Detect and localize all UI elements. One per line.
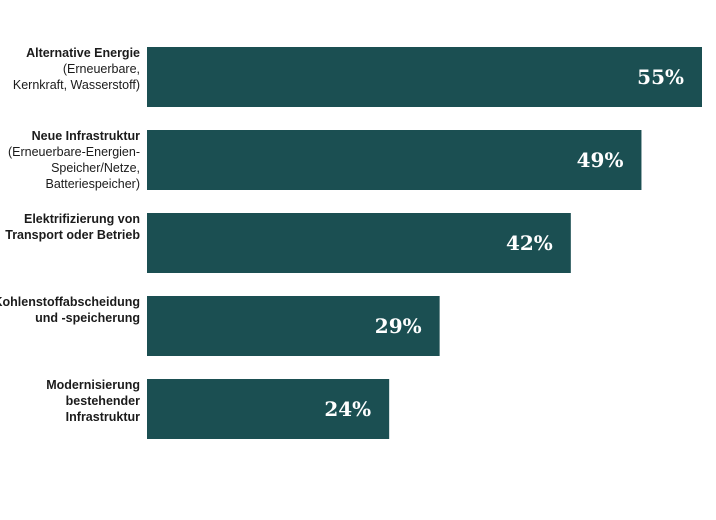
category-label-line: Transport oder Betrieb: [5, 228, 140, 242]
category-label-line: Batteriespeicher): [46, 177, 141, 191]
category-label-line: Speicher/Netze,: [51, 161, 140, 175]
category-label-line: Alternative Energie: [26, 46, 140, 60]
bar-value-label: 55%: [637, 65, 684, 89]
category-label-line: Neue Infrastruktur: [32, 129, 140, 143]
category-label-line: Elektrifizierung von: [24, 212, 140, 226]
bar: [147, 47, 702, 107]
category-label-line: Kernkraft, Wasserstoff): [13, 78, 140, 92]
category-label-line: (Erneuerbare,: [63, 62, 140, 76]
category-label-line: Modernisierung: [46, 378, 140, 392]
category-label-line: und -speicherung: [35, 311, 140, 325]
bar: [147, 296, 440, 356]
bar-value-label: 29%: [375, 314, 422, 338]
bar: [147, 213, 571, 273]
category-label: Alternative Energie (Erneuerbare, Kernkraf…: [13, 46, 140, 92]
bar: [147, 130, 642, 190]
bar: [147, 379, 390, 439]
category-label: Elektrifizierung von Transport oder Betri…: [5, 212, 140, 242]
category-label: Neue Infrastruktur (Erneuerbare-Energien-…: [8, 129, 140, 191]
bar-value-label: 42%: [506, 231, 553, 255]
category-label: Modernisierung bestehender Infrastruktur: [46, 378, 140, 424]
bar-value-label: 49%: [577, 148, 624, 172]
category-label-line: Infrastruktur: [66, 410, 140, 424]
bar-value-label: 24%: [324, 397, 371, 421]
category-label: Kohlenstoffabscheidung und -speicherung: [0, 295, 140, 325]
category-label-line: Kohlenstoffabscheidung: [0, 295, 140, 309]
category-label-line: bestehender: [66, 394, 140, 408]
category-label-line: (Erneuerbare-Energien-: [8, 145, 140, 159]
